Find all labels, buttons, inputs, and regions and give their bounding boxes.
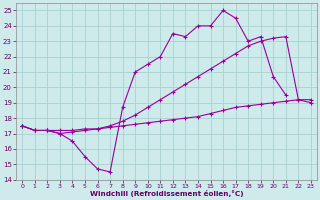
X-axis label: Windchill (Refroidissement éolien,°C): Windchill (Refroidissement éolien,°C) [90, 190, 244, 197]
